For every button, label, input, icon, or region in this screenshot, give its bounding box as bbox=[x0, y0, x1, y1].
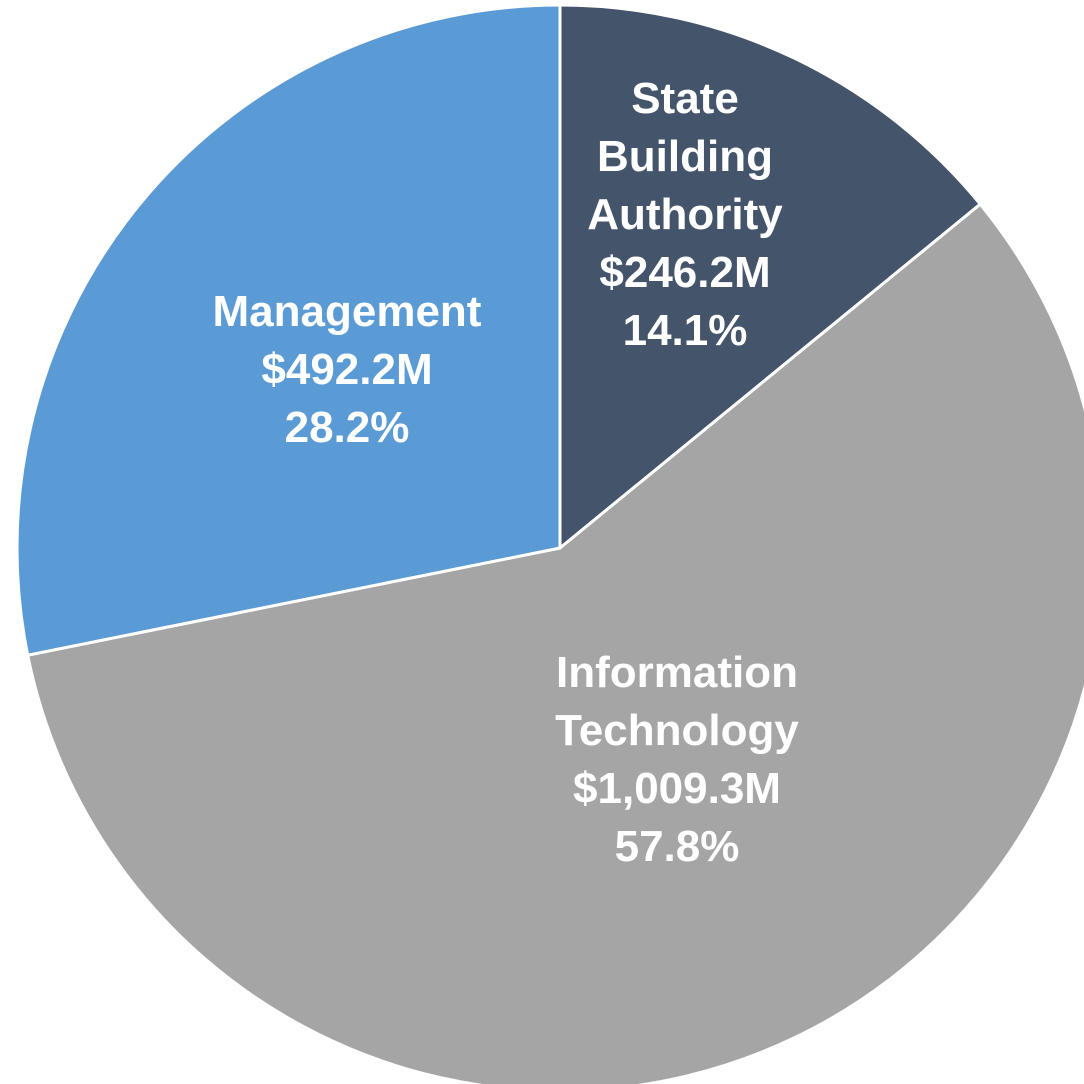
slice-label: Information Technology $1,009.3M 57.8% bbox=[517, 644, 837, 876]
percent-label: 28.2% bbox=[284, 403, 410, 452]
pie-slice bbox=[15, 3, 562, 657]
category-name: Information Technology bbox=[555, 648, 799, 755]
category-name: Management bbox=[212, 287, 482, 336]
percent-label: 57.8% bbox=[614, 822, 740, 871]
slice-label: Management $492.2M 28.2% bbox=[147, 283, 547, 457]
pie-slice bbox=[26, 202, 1084, 1084]
value-label: $492.2M bbox=[261, 345, 433, 394]
category-name: State Building Authority bbox=[587, 74, 783, 239]
pie-slice bbox=[558, 3, 982, 550]
value-label: $246.2M bbox=[599, 248, 771, 297]
value-label: $1,009.3M bbox=[573, 764, 781, 813]
percent-label: 14.1% bbox=[622, 306, 748, 355]
slice-label: State Building Authority $246.2M 14.1% bbox=[578, 70, 793, 360]
